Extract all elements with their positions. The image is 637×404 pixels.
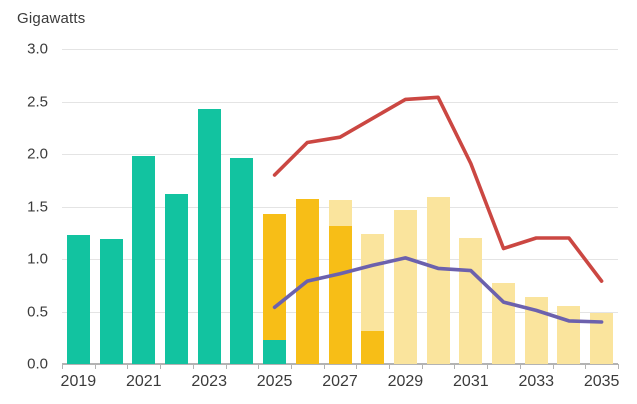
x-axis-tick xyxy=(519,364,521,369)
bar-2019-teal-bars xyxy=(66,234,90,364)
x-axis-label-2027: 2027 xyxy=(322,373,358,390)
bar-2020-teal-bars xyxy=(99,239,123,364)
bar-2035-pale-yellow-bars xyxy=(590,312,614,364)
bar-2032-pale-yellow-bars xyxy=(492,283,516,364)
x-axis-label-2033: 2033 xyxy=(518,373,555,390)
x-axis-tick xyxy=(421,364,423,369)
x-axis-tick xyxy=(454,364,456,369)
x-axis-tick xyxy=(323,364,325,369)
y-axis-label-1.0: 1.0 xyxy=(27,250,48,268)
x-axis-tick xyxy=(290,364,292,369)
bar-2034-pale-yellow-bars xyxy=(557,306,581,364)
x-axis-tick xyxy=(618,364,619,369)
gridline-2.0 xyxy=(62,154,618,155)
bar-2027-gold-bars xyxy=(328,226,352,364)
plot-area xyxy=(62,49,618,365)
y-axis-label-1.5: 1.5 xyxy=(27,198,48,215)
bar-2025-gold-bars xyxy=(263,213,287,340)
x-axis-tick xyxy=(552,364,554,369)
x-axis-tick xyxy=(127,364,129,369)
bar-2022-teal-bars xyxy=(164,193,188,364)
x-axis-label-2035: 2035 xyxy=(583,373,620,390)
x-axis-tick xyxy=(192,364,194,369)
x-axis-tick xyxy=(258,364,260,369)
x-axis-line xyxy=(62,363,618,365)
gridline-3.0 xyxy=(62,49,618,50)
x-axis-label-2023: 2023 xyxy=(191,373,227,390)
bar-2024-teal-bars xyxy=(230,158,254,364)
bar-2025-teal-bars xyxy=(263,339,287,364)
x-axis-label-2029: 2029 xyxy=(387,373,424,390)
y-axis-label-2.5: 2.5 xyxy=(27,93,48,110)
x-axis-tick xyxy=(62,364,63,369)
bar-2033-pale-yellow-bars xyxy=(524,296,548,364)
bar-2023-teal-bars xyxy=(197,108,221,364)
bar-2029-pale-yellow-bars xyxy=(393,209,417,364)
bar-2028-pale-yellow-bars xyxy=(361,233,385,332)
bar-2027-pale-yellow-bars xyxy=(328,200,352,227)
x-axis-tick xyxy=(487,364,489,369)
y-axis-label-3.0: 3.0 xyxy=(27,40,48,58)
y-axis-label-0.0: 0.0 xyxy=(27,355,48,373)
y-axis-label-0.5: 0.5 xyxy=(27,303,48,320)
x-axis-label-2021: 2021 xyxy=(125,373,162,390)
bar-2026-gold-bars xyxy=(295,199,319,364)
bar-2030-pale-yellow-bars xyxy=(426,197,450,364)
bar-2021-teal-bars xyxy=(132,156,156,364)
bar-2031-pale-yellow-bars xyxy=(459,238,483,364)
x-axis-label-2025: 2025 xyxy=(256,373,293,390)
x-axis-tick xyxy=(160,364,162,369)
x-axis-tick xyxy=(356,364,358,369)
x-axis-tick xyxy=(94,364,96,369)
chart-title: Gigawatts xyxy=(17,10,86,27)
x-axis-label-2019: 2019 xyxy=(60,373,97,390)
x-axis-tick xyxy=(225,364,227,369)
y-axis-label-2.0: 2.0 xyxy=(27,145,48,163)
gridline-2.5 xyxy=(62,101,618,103)
x-axis-tick xyxy=(585,364,587,369)
x-axis-tick xyxy=(389,364,391,369)
bar-2028-gold-bars xyxy=(361,331,385,364)
x-axis-label-2031: 2031 xyxy=(453,373,489,390)
